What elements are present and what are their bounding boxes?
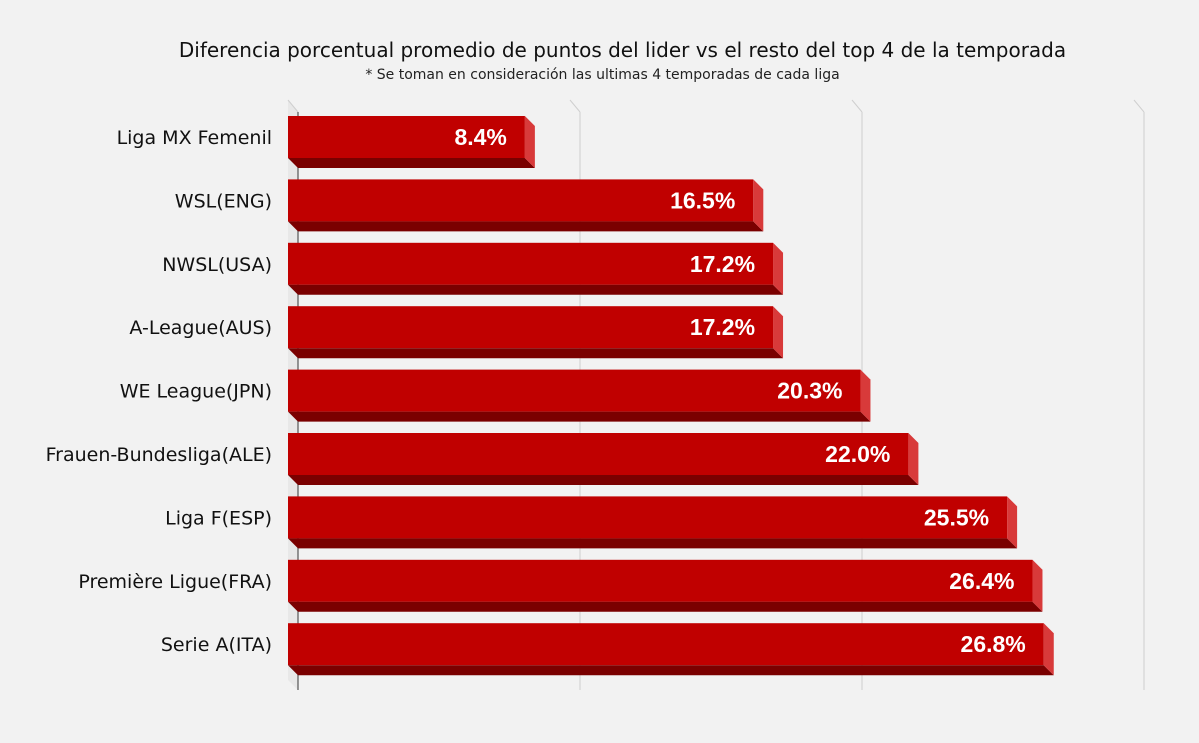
chart-subtitle: * Se toman en consideración las ultimas … [365, 67, 840, 83]
bar [288, 116, 525, 158]
bar-value-label: 26.8% [961, 631, 1026, 657]
bar-bottom-face [288, 665, 1054, 676]
category-label: Serie A(ITA) [161, 634, 272, 656]
bar-bottom-face [288, 348, 784, 359]
bar-value-label: 26.4% [949, 568, 1014, 594]
bar-value-label: 16.5% [670, 187, 735, 213]
bar-side-face [524, 116, 535, 168]
bar [288, 623, 1044, 666]
bar [288, 306, 774, 349]
bar-side-face [773, 242, 784, 295]
bar [288, 242, 774, 285]
bar-side-face [753, 179, 764, 232]
bar [288, 369, 861, 412]
bar [288, 496, 1008, 539]
bar-side-face [773, 306, 784, 359]
bar [288, 433, 909, 475]
gridline-top [851, 99, 863, 113]
bar-side-face [908, 433, 919, 485]
category-label: WSL(ENG) [175, 190, 272, 212]
chart-title: Diferencia porcentual promedio de puntos… [178, 38, 1067, 62]
bar-side-face [1032, 559, 1043, 612]
bar [288, 559, 1033, 602]
category-label: Première Ligue(FRA) [78, 571, 272, 593]
bar-side-face [1043, 623, 1054, 676]
category-label: Frauen-Bundesliga(ALE) [46, 444, 272, 466]
bar-bottom-face [288, 158, 535, 168]
bar-side-face [860, 369, 871, 422]
bar-value-label: 8.4% [454, 124, 506, 150]
category-label: A-League(AUS) [129, 317, 272, 339]
bar-value-label: 20.3% [777, 378, 842, 404]
bar-bottom-face [288, 538, 1018, 549]
bar-value-label: 17.2% [690, 314, 755, 340]
bar-value-label: 25.5% [924, 504, 989, 530]
bar-value-label: 17.2% [690, 251, 755, 277]
bar-bottom-face [288, 411, 871, 422]
category-label: WE League(JPN) [120, 381, 272, 403]
category-label: Liga MX Femenil [117, 127, 272, 149]
bar-bottom-face [288, 601, 1043, 612]
category-label: NWSL(USA) [162, 254, 272, 276]
gridline-top [1133, 99, 1145, 113]
bar [288, 179, 754, 222]
category-label: Liga F(ESP) [165, 507, 272, 529]
gridline-top [287, 99, 299, 113]
gridline-top [569, 99, 581, 113]
bar-side-face [1007, 496, 1018, 549]
bar-bottom-face [288, 284, 784, 295]
bar-bottom-face [288, 475, 919, 485]
bar-bottom-face [288, 221, 764, 232]
bar-value-label: 22.0% [825, 441, 890, 467]
